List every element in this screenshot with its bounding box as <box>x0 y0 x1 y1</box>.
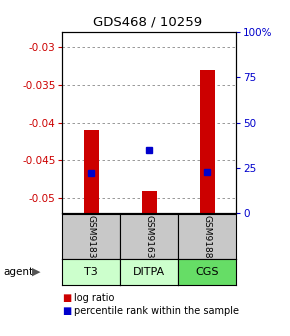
Text: ■: ■ <box>62 306 72 317</box>
Text: GSM9183: GSM9183 <box>87 215 96 258</box>
Text: percentile rank within the sample: percentile rank within the sample <box>74 306 239 317</box>
Bar <box>142 191 157 213</box>
Bar <box>200 70 215 213</box>
Text: DITPA: DITPA <box>133 267 165 277</box>
Text: log ratio: log ratio <box>74 293 114 303</box>
Text: T3: T3 <box>84 267 98 277</box>
Text: ▶: ▶ <box>32 267 41 277</box>
Text: ■: ■ <box>62 293 72 303</box>
Bar <box>84 130 99 213</box>
Text: GSM9163: GSM9163 <box>145 215 154 258</box>
Text: GDS468 / 10259: GDS468 / 10259 <box>93 15 202 28</box>
Text: CGS: CGS <box>195 267 219 277</box>
Text: agent: agent <box>3 267 33 277</box>
Text: GSM9188: GSM9188 <box>203 215 212 258</box>
